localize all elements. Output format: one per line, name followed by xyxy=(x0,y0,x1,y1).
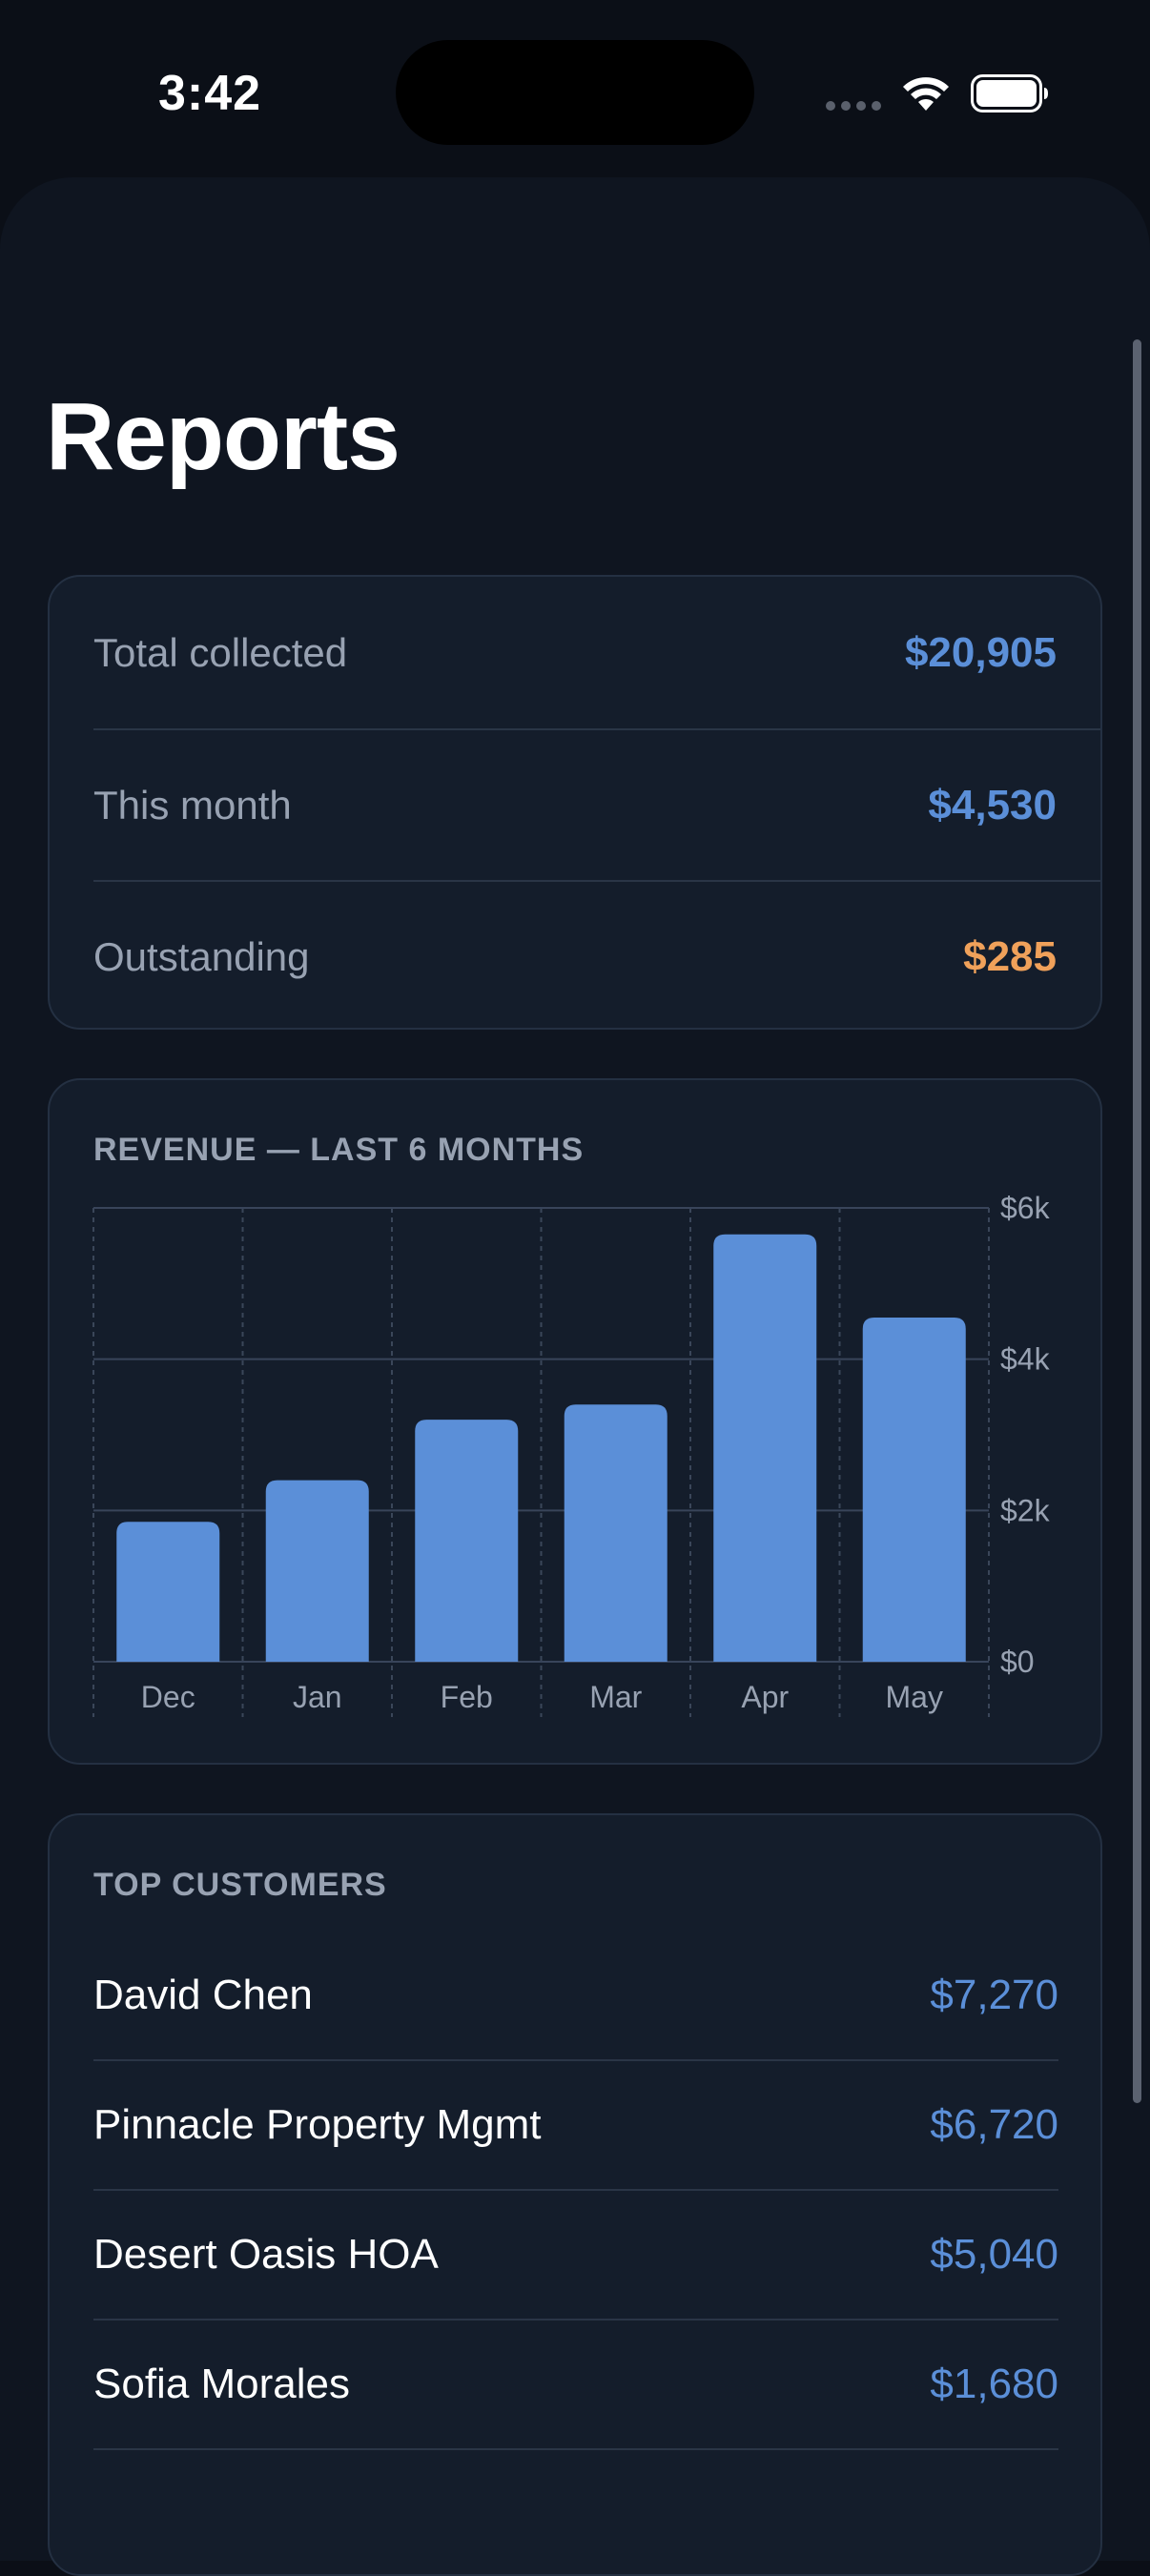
chart-bar xyxy=(862,1318,966,1662)
wifi-icon xyxy=(903,77,949,111)
status-time: 3:42 xyxy=(158,66,262,121)
summary-value: $20,905 xyxy=(904,628,1057,676)
chart-bar xyxy=(265,1480,369,1662)
chart-bar xyxy=(713,1234,817,1662)
x-tick-label: Dec xyxy=(141,1680,195,1714)
revenue-chart-card: REVENUE — LAST 6 MONTHS $0 $2k $4k $6k Dec Ja… xyxy=(48,1078,1102,1765)
x-tick-label: Jan xyxy=(293,1680,342,1714)
summary-row-total-collected: Total collected $20,905 xyxy=(93,577,1100,728)
dynamic-island xyxy=(396,40,754,145)
scroll-indicator[interactable] xyxy=(1133,339,1141,2103)
customer-amount: $6,720 xyxy=(930,2101,1058,2148)
customer-amount: $5,040 xyxy=(930,2231,1058,2278)
customers-section-label: TOP CUSTOMERS xyxy=(93,1867,387,1903)
summary-value: $285 xyxy=(963,932,1057,980)
y-tick-label: $0 xyxy=(1000,1645,1035,1679)
cellular-signal-icon xyxy=(826,101,881,111)
customer-amount: $1,680 xyxy=(930,2361,1058,2407)
y-tick-label: $2k xyxy=(1000,1493,1051,1527)
summary-value: $4,530 xyxy=(928,781,1057,828)
x-tick-label: May xyxy=(886,1680,943,1714)
x-tick-label: Apr xyxy=(741,1680,789,1714)
customer-name: Desert Oasis HOA xyxy=(93,2231,439,2278)
chart-section-label: REVENUE — LAST 6 MONTHS xyxy=(93,1132,585,1168)
chart-bar xyxy=(564,1404,667,1662)
summary-label: Total collected xyxy=(93,629,348,675)
status-bar: 3:42 xyxy=(0,0,1150,181)
chart-bar xyxy=(116,1522,220,1662)
x-tick-label: Feb xyxy=(441,1680,493,1714)
chart-bar xyxy=(415,1420,519,1662)
customer-amount: $7,270 xyxy=(930,1972,1058,2018)
y-tick-label: $6k xyxy=(1000,1191,1051,1225)
top-customers-card: TOP CUSTOMERS David Chen $7,270 Pinnacle… xyxy=(48,1813,1102,2576)
summary-row-this-month: This month $4,530 xyxy=(93,728,1100,880)
summary-card: Total collected $20,905 This month $4,53… xyxy=(48,575,1102,1030)
customer-row[interactable]: Pinnacle Property Mgmt $6,720 xyxy=(93,2061,1058,2191)
x-tick-label: Mar xyxy=(589,1680,642,1714)
customer-name: David Chen xyxy=(93,1972,313,2018)
summary-row-outstanding: Outstanding $285 xyxy=(93,880,1100,1032)
customer-row[interactable]: Desert Oasis HOA $5,040 xyxy=(93,2191,1058,2320)
y-tick-label: $4k xyxy=(1000,1342,1051,1377)
customer-row[interactable]: Sofia Morales $1,680 xyxy=(93,2320,1058,2450)
customer-name: Pinnacle Property Mgmt xyxy=(93,2101,542,2148)
customer-name: Sofia Morales xyxy=(93,2361,351,2407)
revenue-bar-chart: $0 $2k $4k $6k Dec Jan Feb Mar Apr May xyxy=(92,1191,1051,1717)
summary-label: This month xyxy=(93,782,292,828)
page-title: Reports xyxy=(46,383,400,490)
battery-icon xyxy=(971,74,1048,112)
customer-row[interactable]: David Chen $7,270 xyxy=(93,1932,1058,2061)
summary-label: Outstanding xyxy=(93,933,310,979)
